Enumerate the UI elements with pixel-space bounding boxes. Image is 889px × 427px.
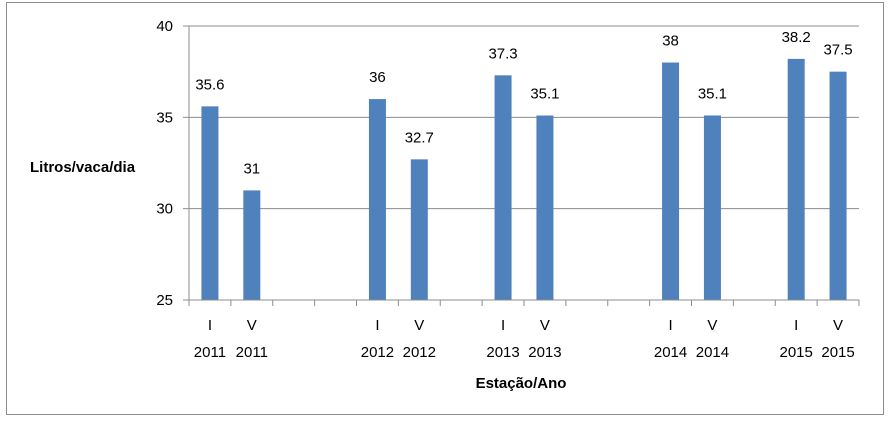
- data-label: 35.1: [530, 86, 559, 103]
- x-tick-label-year: 2013: [528, 344, 561, 361]
- data-label: 37.3: [488, 45, 517, 62]
- x-tick-label-year: 2014: [696, 344, 729, 361]
- x-tick-label-season: I: [375, 317, 379, 334]
- x-axis-title: Estação/Ano: [476, 375, 567, 392]
- x-tick-label-year: 2012: [403, 344, 436, 361]
- x-tick-label-season: I: [668, 317, 672, 334]
- x-tick-label-year: 2015: [780, 344, 813, 361]
- data-label: 35.1: [698, 86, 727, 103]
- bar-layer: [201, 58, 847, 301]
- bar: [536, 115, 554, 300]
- bar: [243, 190, 261, 300]
- data-label: 36: [369, 69, 386, 86]
- bar: [787, 58, 805, 300]
- bar: [662, 62, 680, 301]
- x-tick-label-season: I: [794, 317, 798, 334]
- data-label: 38.2: [782, 29, 811, 46]
- grid-layer: [189, 25, 859, 210]
- data-label: 38: [662, 33, 679, 50]
- x-tick-label-year: 2014: [654, 344, 687, 361]
- y-tick-label: 35: [156, 109, 173, 126]
- bar: [201, 106, 219, 300]
- bar: [368, 99, 386, 300]
- x-tick-label-season: V: [833, 317, 843, 334]
- data-label: 32.7: [405, 129, 434, 146]
- x-tick-label-season: V: [707, 317, 717, 334]
- bar: [703, 115, 721, 300]
- x-tick-label-year: 2011: [236, 344, 268, 361]
- data-label: 35.6: [195, 76, 224, 93]
- y-tick-label: 30: [156, 201, 173, 218]
- y-axis-title: Litros/vaca/dia: [30, 159, 136, 176]
- x-tick-label-year: 2011: [194, 344, 226, 361]
- x-tick-label-year: 2015: [821, 344, 854, 361]
- x-tick-label-year: 2012: [361, 344, 394, 361]
- bar: [829, 71, 847, 301]
- x-tick-label-season: V: [247, 317, 257, 334]
- y-tick-label: 40: [156, 18, 173, 35]
- axis-layer: 25 30 35 40 I 2011 V 2011 I 2012 V 2012 I 2013 V 2013 I 2…: [156, 18, 860, 361]
- bar: [410, 159, 428, 300]
- data-label: 31: [243, 160, 260, 177]
- x-tick-label-year: 2013: [486, 344, 519, 361]
- x-tick-label-season: I: [501, 317, 505, 334]
- label-layer: 35.6 31 36 32.7 37.3 35.1 38 35.1 38.2 37.5: [195, 29, 852, 178]
- bar: [494, 75, 512, 300]
- x-tick-label-season: I: [208, 317, 212, 334]
- data-label: 37.5: [823, 42, 852, 59]
- x-tick-label-season: V: [414, 317, 424, 334]
- x-tick-label-season: V: [540, 317, 550, 334]
- y-tick-label: 25: [156, 292, 173, 309]
